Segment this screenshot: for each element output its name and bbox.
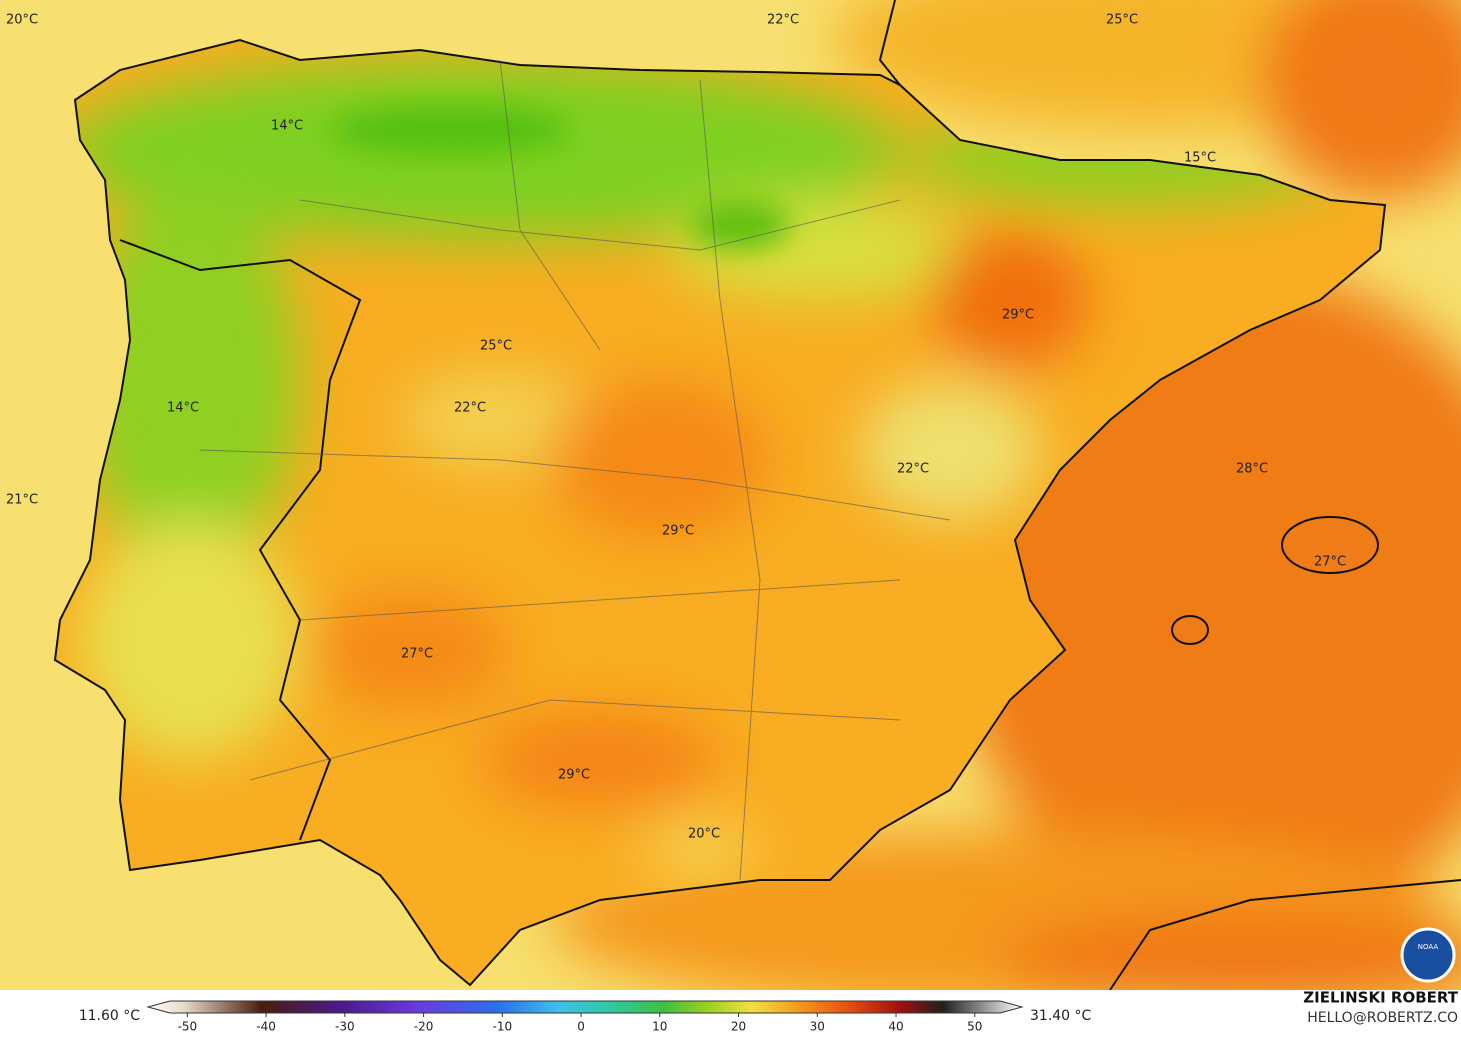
temperature-label: 29°C xyxy=(558,768,590,783)
colorbar-tick-label: -40 xyxy=(256,1020,276,1034)
temperature-label: 25°C xyxy=(1106,13,1138,28)
temperature-label: 21°C xyxy=(6,493,38,508)
temperature-label: 20°C xyxy=(688,827,720,842)
colorbar-tick-label: -30 xyxy=(335,1020,355,1034)
temperature-label: 29°C xyxy=(1002,308,1034,323)
temperature-label: 27°C xyxy=(401,647,433,662)
temperature-label: 22°C xyxy=(454,401,486,416)
colorbar-tick-label: -10 xyxy=(493,1020,513,1034)
colorbar xyxy=(146,1000,1024,1014)
credit-contact: HELLO@ROBERTZ.CO xyxy=(1307,1010,1458,1026)
credit-name: ZIELINSKI ROBERT xyxy=(1303,989,1458,1007)
colorbar-tick-label: -50 xyxy=(178,1020,198,1034)
temperature-label: 20°C xyxy=(6,13,38,28)
colorbar-tick-label: 10 xyxy=(652,1020,667,1034)
colorbar-tick-label: 30 xyxy=(810,1020,825,1034)
colorbar-tick-label: 20 xyxy=(731,1020,746,1034)
temperature-label: 29°C xyxy=(662,524,694,539)
temperature-labels: 20°C 22°C 25°C 14°C 15°C 29°C 25°C 14°C 22°C 21°C… xyxy=(6,13,1346,842)
colorbar-tick-label: 50 xyxy=(967,1020,982,1034)
noaa-logo-text: NOAA xyxy=(1418,943,1439,951)
temperature-label: 15°C xyxy=(1184,151,1216,166)
colorbar-max-label: 31.40 °C xyxy=(1030,1008,1092,1024)
colorbar-tick-label: 0 xyxy=(577,1020,585,1034)
temperature-label: 22°C xyxy=(767,13,799,28)
temperature-label: 25°C xyxy=(480,339,512,354)
colorbar-tick-label: 40 xyxy=(888,1020,903,1034)
temperature-label: 22°C xyxy=(897,462,929,477)
colorbar-tick-label: -20 xyxy=(414,1020,434,1034)
colorbar-min-label: 11.60 °C xyxy=(79,1008,141,1024)
temperature-label: 27°C xyxy=(1314,555,1346,570)
temperature-label: 14°C xyxy=(167,401,199,416)
temperature-label: 28°C xyxy=(1236,462,1268,477)
map-field xyxy=(0,0,1461,1010)
temperature-label: 14°C xyxy=(271,119,303,134)
noaa-logo xyxy=(1400,927,1456,983)
